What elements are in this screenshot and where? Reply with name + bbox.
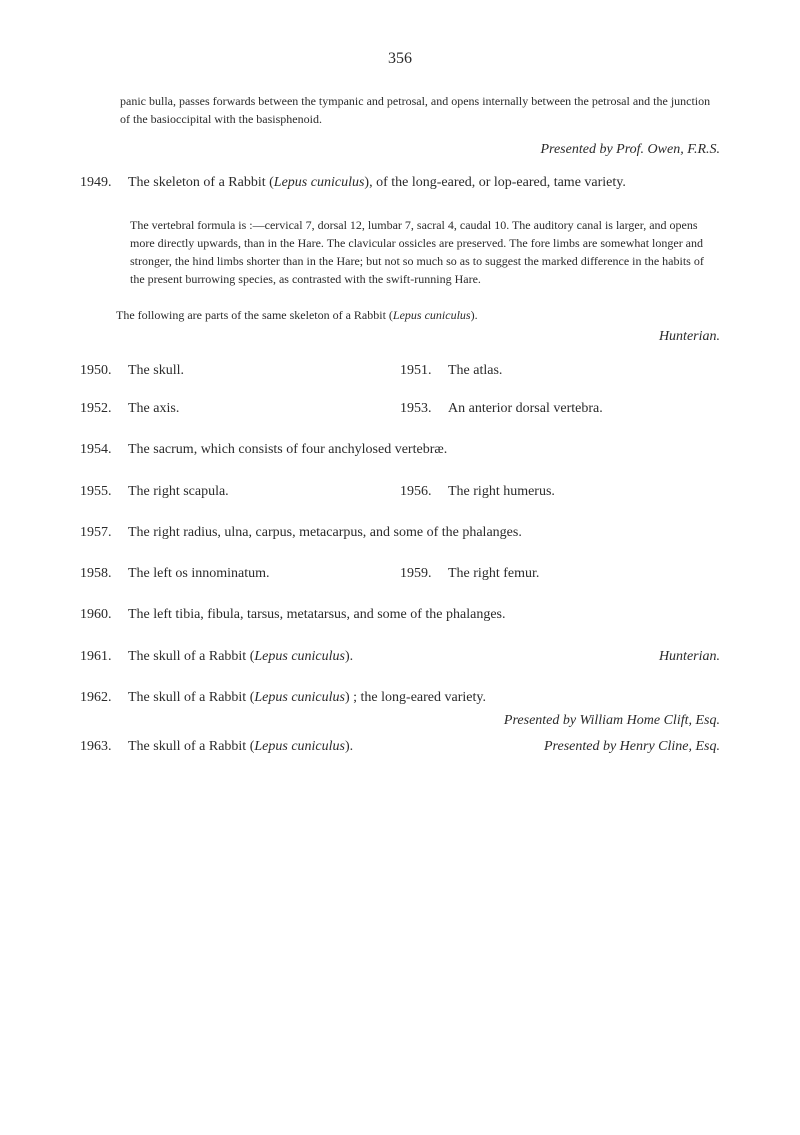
entry-1961: 1961. The skull of a Rabbit (Lepus cunic… [80, 649, 720, 665]
entry-text: The skeleton of a Rabbit (Lepus cuniculu… [128, 172, 720, 194]
entry-row-1952-1953: 1952. The axis. 1953. An anterior dorsal… [80, 401, 720, 417]
text-part: ), of the long-eared, or lop-eared, tame… [364, 175, 625, 190]
entry-text: The sacrum, which consists of four anchy… [128, 439, 720, 461]
entry-text: The atlas. [448, 363, 502, 379]
entry-text: The left os innominatum. [128, 566, 270, 582]
entry-row-1955-1956: 1955. The right scapula. 1956. The right… [80, 484, 720, 500]
text-part: ) ; the long-eared variety. [345, 690, 486, 705]
text-italic: Lepus cuniculus [254, 649, 345, 664]
intro-paragraph: panic bulla, passes forwards between the… [120, 92, 720, 128]
entry-1957: 1957. The right radius, ulna, carpus, me… [80, 522, 720, 544]
entry-text: The right radius, ulna, carpus, metacarp… [128, 522, 720, 544]
vertebral-paragraph: The vertebral formula is :—cervical 7, d… [130, 216, 720, 288]
entry-1955: 1955. The right scapula. [80, 484, 400, 500]
entry-1950: 1950. The skull. [80, 363, 400, 379]
entry-row-1950-1951: 1950. The skull. 1951. The atlas. [80, 363, 720, 379]
text-italic: Lepus cuniculus [254, 739, 345, 754]
entry-left: 1961. The skull of a Rabbit (Lepus cunic… [80, 649, 353, 665]
entry-text: The skull. [128, 363, 184, 379]
entry-text: An anterior dorsal vertebra. [448, 401, 603, 417]
entry-number: 1955. [80, 484, 128, 500]
presented-line: Presented by Prof. Owen, F.R.S. [80, 142, 720, 158]
text-part: The skull of a Rabbit ( [128, 739, 254, 754]
entry-1963: 1963. The skull of a Rabbit (Lepus cunic… [80, 739, 720, 755]
text-part: The skull of a Rabbit ( [128, 649, 254, 664]
text-italic: Lepus cuniculus [274, 175, 365, 190]
entry-row-1958-1959: 1958. The left os innominatum. 1959. The… [80, 566, 720, 582]
entry-text: The right femur. [448, 566, 539, 582]
entry-text: The right humerus. [448, 484, 555, 500]
entry-number: 1958. [80, 566, 128, 582]
entry-text: The axis. [128, 401, 179, 417]
entry-number: 1954. [80, 439, 128, 461]
entry-number: 1962. [80, 687, 128, 709]
entry-1949: 1949. The skeleton of a Rabbit (Lepus cu… [80, 172, 720, 194]
hunterian-label: Hunterian. [80, 329, 720, 345]
entry-number: 1961. [80, 649, 128, 665]
text-part: ). [345, 649, 353, 664]
page-number: 356 [80, 50, 720, 68]
entry-1954: 1954. The sacrum, which consists of four… [80, 439, 720, 461]
text-italic: Lepus cuniculus [393, 308, 471, 322]
text-italic: Lepus cuniculus [254, 690, 345, 705]
entry-text: The left tibia, fibula, tarsus, metatars… [128, 604, 720, 626]
entry-text: The skull of a Rabbit (Lepus cuniculus) … [128, 687, 720, 709]
text-part: ). [345, 739, 353, 754]
entry-number: 1951. [400, 363, 448, 379]
entry-1956: 1956. The right humerus. [400, 484, 720, 500]
entry-1952: 1952. The axis. [80, 401, 400, 417]
presented-1963: Presented by Henry Cline, Esq. [544, 739, 720, 755]
entry-1959: 1959. The right femur. [400, 566, 720, 582]
entry-text: The skull of a Rabbit (Lepus cuniculus). [128, 649, 353, 665]
text-part: The skull of a Rabbit ( [128, 690, 254, 705]
presented-1962: Presented by William Home Clift, Esq. [80, 713, 720, 729]
entry-1958: 1958. The left os innominatum. [80, 566, 400, 582]
entry-number: 1963. [80, 739, 128, 755]
hunterian-right: Hunterian. [659, 649, 720, 665]
entry-1951: 1951. The atlas. [400, 363, 720, 379]
entry-number: 1956. [400, 484, 448, 500]
entry-number: 1950. [80, 363, 128, 379]
text-part: The following are parts of the same skel… [116, 308, 393, 322]
entry-number: 1957. [80, 522, 128, 544]
entry-text: The skull of a Rabbit (Lepus cuniculus). [128, 739, 353, 755]
entry-1962: 1962. The skull of a Rabbit (Lepus cunic… [80, 687, 720, 709]
entry-number: 1949. [80, 172, 128, 194]
entry-number: 1952. [80, 401, 128, 417]
text-part: ). [471, 308, 478, 322]
entry-text: The right scapula. [128, 484, 229, 500]
entry-1953: 1953. An anterior dorsal vertebra. [400, 401, 720, 417]
following-line: The following are parts of the same skel… [116, 308, 720, 323]
entry-1960: 1960. The left tibia, fibula, tarsus, me… [80, 604, 720, 626]
text-part: The skeleton of a Rabbit ( [128, 175, 274, 190]
entry-left: 1963. The skull of a Rabbit (Lepus cunic… [80, 739, 544, 755]
entry-number: 1960. [80, 604, 128, 626]
entry-number: 1959. [400, 566, 448, 582]
entry-number: 1953. [400, 401, 448, 417]
